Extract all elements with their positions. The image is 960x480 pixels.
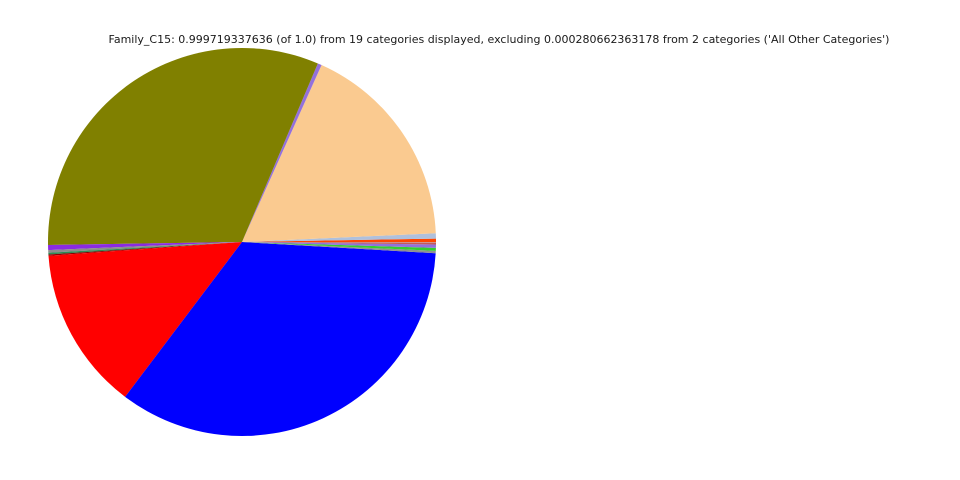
pie-slice-14 [242, 242, 436, 248]
pie-slice-13 [242, 242, 436, 251]
pie-slice-9 [48, 242, 243, 256]
pie-chart [48, 48, 436, 436]
pie-slice-3 [242, 65, 436, 242]
pie-slice-1 [242, 238, 436, 242]
pie-slice-11 [125, 242, 436, 436]
pie-slice-15 [242, 242, 436, 245]
pie-slice-8 [48, 242, 242, 255]
pie-slice-4 [242, 63, 322, 242]
pie-slice-7 [48, 242, 242, 253]
pie-slice-12 [242, 242, 436, 254]
pie-slice-5 [48, 48, 318, 245]
pie-slice-10 [48, 242, 243, 397]
pie-slice-2 [242, 233, 436, 242]
pie-slice-6 [48, 242, 243, 251]
chart-title: Family_C15: 0.999719337636 (of 1.0) from… [108, 33, 890, 46]
